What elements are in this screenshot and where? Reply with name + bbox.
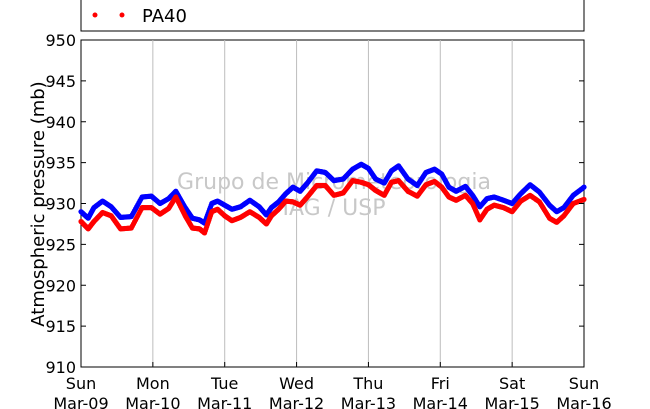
legend-box xyxy=(80,0,585,32)
x-tick-day-label: Sun xyxy=(569,374,599,393)
x-tick-day-label: Mon xyxy=(136,374,170,393)
y-axis-label: Atmospheric pressure (mb) xyxy=(28,81,49,326)
x-tick-date-label: Mar-16 xyxy=(556,394,611,409)
x-tick-day-label: Wed xyxy=(279,374,314,393)
y-tick-label: 915 xyxy=(45,317,76,336)
y-tick-label: 935 xyxy=(45,154,76,173)
x-tick-day-label: Fri xyxy=(431,374,450,393)
legend-label: PA40 xyxy=(142,6,187,27)
y-tick-label: 940 xyxy=(45,113,76,132)
x-tick-day-label: Sun xyxy=(66,374,96,393)
series-1 xyxy=(78,178,587,236)
y-tick-label: 930 xyxy=(45,195,76,214)
axis-ticks: 910915920925930935940945950SunMar-09MonM… xyxy=(45,31,611,409)
legend: PA40 xyxy=(80,0,585,32)
x-tick-day-label: Thu xyxy=(352,374,383,393)
data-series xyxy=(78,161,587,236)
x-tick-day-label: Tue xyxy=(210,374,238,393)
data-point xyxy=(581,184,587,190)
x-tick-date-label: Mar-15 xyxy=(484,394,539,409)
data-point xyxy=(581,196,587,203)
x-tick-date-label: Mar-09 xyxy=(53,394,108,409)
x-tick-date-label: Mar-14 xyxy=(413,394,468,409)
x-tick-date-label: Mar-13 xyxy=(341,394,396,409)
y-tick-label: 910 xyxy=(45,358,76,377)
x-tick-date-label: Mar-12 xyxy=(269,394,324,409)
y-tick-label: 945 xyxy=(45,72,76,91)
legend-marker-dot xyxy=(92,12,98,18)
x-tick-date-label: Mar-11 xyxy=(197,394,252,409)
y-tick-label: 920 xyxy=(45,276,76,295)
series-0 xyxy=(78,161,587,226)
legend-marker-dot xyxy=(119,12,125,18)
y-tick-label: 950 xyxy=(45,31,76,50)
x-tick-date-label: Mar-10 xyxy=(125,394,180,409)
watermark-line-2: IAG / USP xyxy=(283,196,386,221)
y-tick-label: 925 xyxy=(45,235,76,254)
x-tick-day-label: Sat xyxy=(499,374,525,393)
